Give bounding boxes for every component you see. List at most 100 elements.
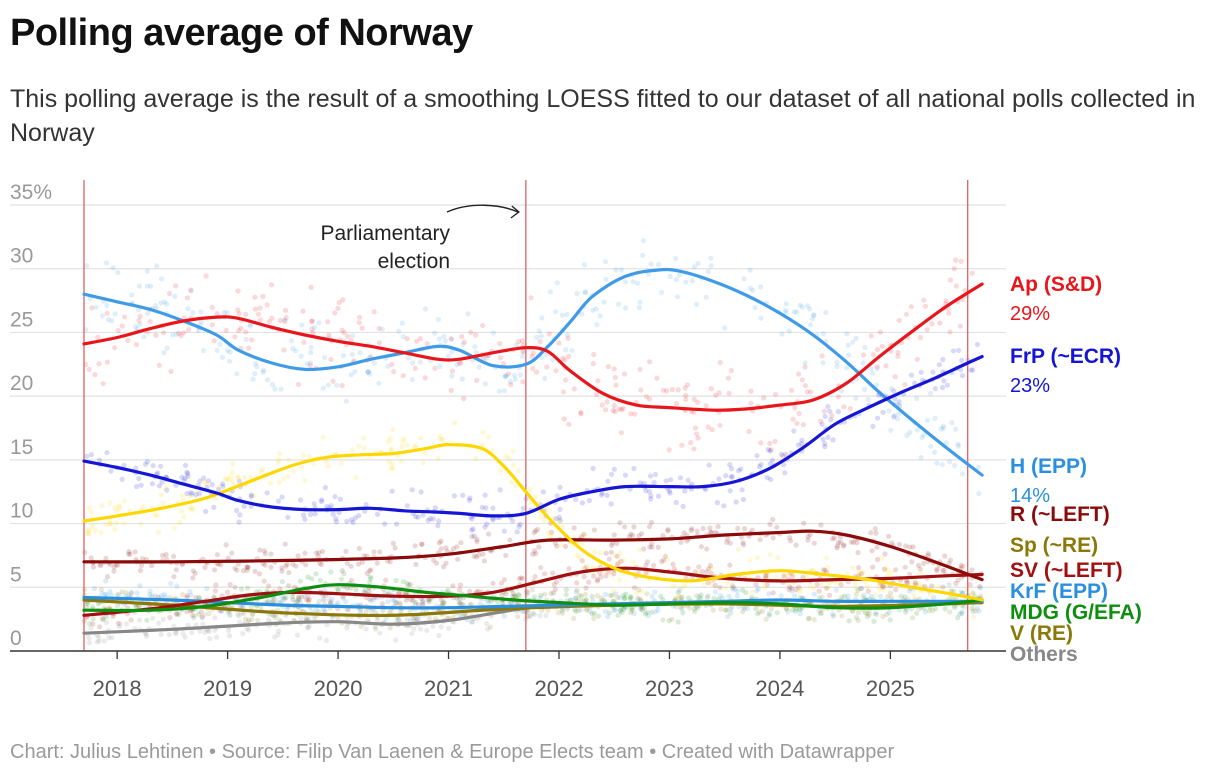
y-tick-label: 15 — [10, 436, 33, 459]
poll-dot-frp-ecr — [782, 470, 788, 476]
series-label-mdg-g-efa: MDG (G/EFA) — [1010, 601, 1142, 624]
poll-dot-sp-re — [971, 591, 977, 597]
poll-dot-r-left — [368, 567, 374, 573]
poll-dot-mdg-g-efa — [789, 607, 795, 613]
poll-dot-frp-ecr — [466, 497, 473, 503]
poll-dot-frp-ecr — [968, 367, 974, 373]
poll-dot-others — [297, 606, 303, 613]
series-label-v-re: V (RE) — [1010, 622, 1073, 645]
poll-dot-v-re — [972, 608, 979, 614]
poll-dot-frp-ecr — [104, 450, 110, 456]
x-tick-label: 2019 — [203, 676, 252, 701]
series-line-r-left — [82, 529, 984, 582]
poll-dot-h-epp — [939, 461, 945, 468]
poll-dot-frp-ecr — [374, 511, 381, 517]
poll-dot-frp-ecr — [767, 461, 773, 467]
poll-dot-v-re — [885, 594, 891, 600]
poll-dot-mdg-g-efa — [516, 593, 522, 599]
poll-dot-sp-re — [676, 594, 682, 601]
poll-dot-ap-s-d — [717, 360, 723, 366]
poll-dot-frp-ecr — [236, 519, 242, 525]
poll-dot-ap-s-d — [746, 428, 752, 435]
poll-dot-ap-s-d — [341, 330, 347, 336]
poll-dot-ap-s-d — [603, 407, 609, 413]
poll-dot-mdg-g-efa — [698, 592, 704, 598]
poll-dot-sp-re — [515, 468, 522, 474]
poll-dot-r-left — [636, 533, 642, 539]
poll-dot-sp-re — [853, 585, 859, 591]
poll-dot-others — [305, 625, 311, 631]
poll-dot-frp-ecr — [604, 492, 610, 498]
poll-dot-mdg-g-efa — [952, 604, 958, 610]
poll-dot-h-epp — [214, 347, 220, 353]
poll-dot-ap-s-d — [883, 363, 889, 369]
poll-dot-h-epp — [691, 264, 698, 270]
poll-dot-others — [189, 630, 195, 636]
poll-dot-sv-left — [940, 584, 946, 590]
poll-dot-krf-epp — [147, 591, 153, 598]
poll-dot-h-epp — [637, 299, 643, 305]
poll-dot-mdg-g-efa — [617, 608, 624, 614]
poll-dot-sp-re — [749, 589, 755, 595]
poll-dot-others — [103, 619, 110, 626]
poll-dot-r-left — [344, 560, 350, 566]
poll-dot-others — [182, 634, 188, 640]
poll-dot-ap-s-d — [236, 328, 242, 334]
poll-dot-sp-re — [824, 555, 830, 561]
poll-dot-krf-epp — [335, 600, 341, 606]
poll-dot-v-re — [864, 610, 871, 617]
poll-dot-r-left — [649, 544, 655, 550]
poll-dot-v-re — [599, 597, 605, 604]
poll-dot-sv-left — [551, 581, 557, 588]
poll-dot-ap-s-d — [530, 350, 536, 356]
poll-dot-sp-re — [876, 586, 883, 592]
poll-dot-v-re — [542, 591, 548, 597]
poll-dot-sp-re — [140, 504, 146, 510]
poll-dot-sv-left — [581, 574, 587, 580]
poll-dot-h-epp — [198, 319, 204, 325]
poll-dot-v-re — [583, 596, 589, 603]
poll-dot-ap-s-d — [457, 360, 463, 367]
poll-dot-others — [411, 626, 417, 632]
poll-dot-others — [235, 611, 241, 617]
poll-dot-frp-ecr — [870, 423, 876, 430]
poll-dot-others — [245, 619, 251, 625]
poll-dot-ap-s-d — [953, 283, 959, 289]
poll-dot-mdg-g-efa — [774, 610, 780, 616]
poll-dot-ap-s-d — [896, 317, 902, 323]
poll-dot-sv-left — [286, 583, 292, 589]
poll-dot-sv-left — [893, 567, 899, 573]
poll-dot-ap-s-d — [89, 305, 95, 311]
poll-dot-r-left — [111, 568, 117, 574]
poll-dot-krf-epp — [970, 609, 976, 615]
poll-dot-h-epp — [630, 279, 636, 285]
poll-dot-frp-ecr — [275, 498, 282, 504]
poll-dot-sv-left — [870, 564, 876, 570]
poll-dot-sv-left — [880, 584, 886, 590]
poll-dot-ap-s-d — [578, 411, 584, 417]
poll-dot-ap-s-d — [922, 303, 929, 309]
poll-dot-h-epp — [808, 322, 814, 328]
poll-dot-h-epp — [352, 369, 358, 375]
poll-dot-sp-re — [498, 467, 504, 473]
poll-dot-frp-ecr — [932, 386, 939, 392]
poll-dot-ap-s-d — [269, 315, 275, 321]
poll-dot-h-epp — [144, 283, 150, 289]
poll-dot-h-epp — [436, 336, 442, 342]
poll-dot-r-left — [438, 546, 444, 552]
poll-dot-mdg-g-efa — [100, 617, 106, 623]
poll-dot-sp-re — [807, 583, 814, 590]
poll-dot-frp-ecr — [436, 518, 442, 524]
poll-dot-ap-s-d — [238, 325, 244, 331]
poll-dot-ap-s-d — [310, 330, 316, 336]
poll-dot-ap-s-d — [307, 362, 313, 368]
poll-dot-frp-ecr — [413, 514, 419, 520]
poll-dot-sv-left — [781, 573, 787, 579]
poll-dot-ap-s-d — [957, 323, 963, 329]
poll-dot-sp-re — [281, 476, 287, 482]
poll-dot-frp-ecr — [469, 516, 475, 522]
poll-dot-krf-epp — [107, 589, 113, 595]
poll-dot-h-epp — [219, 354, 226, 360]
poll-dot-others — [415, 616, 421, 622]
poll-dot-ap-s-d — [892, 374, 898, 380]
